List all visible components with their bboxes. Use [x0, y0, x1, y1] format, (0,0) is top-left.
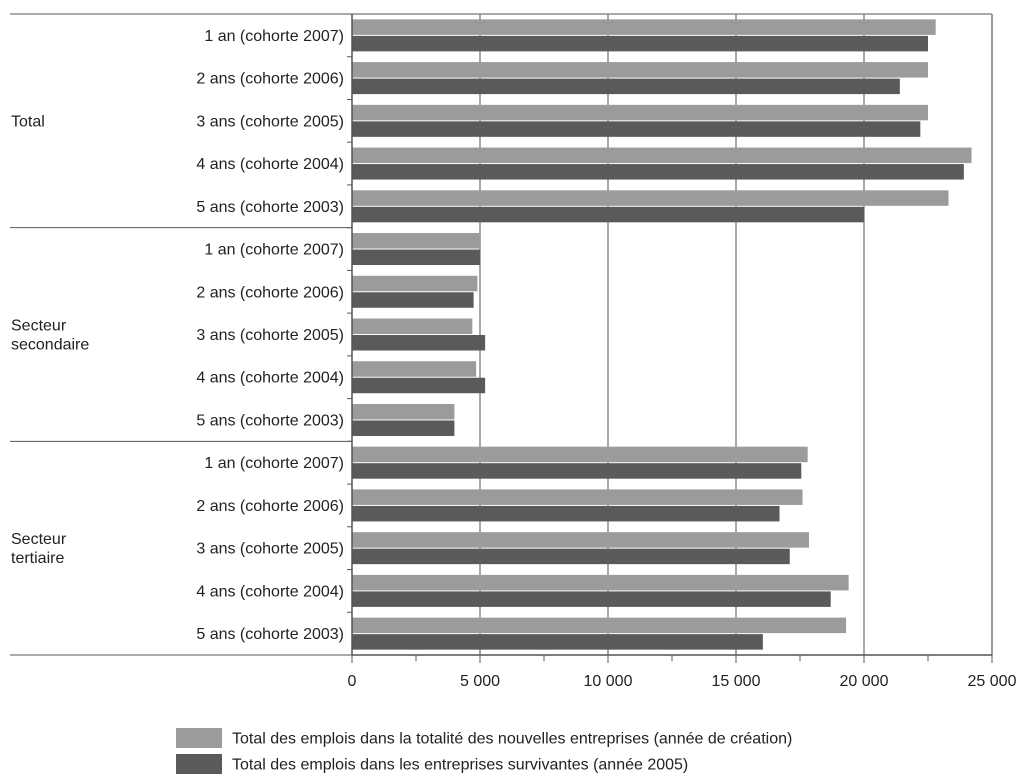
bar — [352, 233, 480, 249]
x-tick-label: 25 000 — [968, 673, 1017, 690]
group-label: secondaire — [11, 337, 89, 354]
x-tick-label: 0 — [348, 673, 357, 690]
bar — [352, 489, 803, 505]
legend-label: Total des emplois dans la totalité des n… — [232, 731, 792, 748]
bar — [352, 574, 849, 591]
category-label: 4 ans (cohorte 2004) — [196, 370, 344, 387]
group-label: Total — [11, 113, 45, 130]
bar — [352, 62, 928, 78]
category-label: 2 ans (cohorte 2006) — [196, 71, 344, 88]
bar — [352, 420, 455, 436]
category-label: 5 ans (cohorte 2003) — [196, 199, 344, 216]
bar — [352, 446, 808, 463]
group-label: tertiaire — [11, 550, 64, 567]
bar — [352, 505, 780, 522]
bar — [352, 403, 455, 420]
bar — [352, 377, 486, 394]
bar — [352, 190, 949, 206]
group-label: Secteur — [11, 531, 67, 548]
bar — [352, 335, 486, 351]
bar — [352, 292, 474, 308]
bar — [352, 591, 831, 607]
x-tick-label: 10 000 — [584, 673, 633, 690]
category-label: 3 ans (cohorte 2005) — [196, 541, 344, 558]
bar — [352, 318, 473, 334]
bar — [352, 532, 809, 548]
legend-label: Total des emplois dans les entreprises s… — [232, 757, 688, 774]
category-label: 2 ans (cohorte 2006) — [196, 284, 344, 301]
group-label: Secteur — [11, 318, 67, 335]
x-tick-label: 15 000 — [712, 673, 761, 690]
category-label: 3 ans (cohorte 2005) — [196, 327, 344, 344]
bar — [352, 548, 790, 565]
bar — [352, 121, 921, 137]
category-label: 5 ans (cohorte 2003) — [196, 626, 344, 643]
bar — [352, 19, 936, 35]
bar — [352, 249, 480, 266]
bar — [352, 617, 847, 634]
category-label: 1 an (cohorte 2007) — [204, 28, 344, 45]
category-label: 1 an (cohorte 2007) — [204, 455, 344, 472]
bar — [352, 164, 964, 180]
category-label: 5 ans (cohorte 2003) — [196, 412, 344, 429]
bar — [352, 361, 477, 377]
x-tick-label: 20 000 — [840, 673, 889, 690]
category-label: 3 ans (cohorte 2005) — [196, 113, 344, 130]
category-label: 2 ans (cohorte 2006) — [196, 498, 344, 515]
category-label: 4 ans (cohorte 2004) — [196, 583, 344, 600]
legend-swatch — [176, 754, 222, 774]
bar — [352, 275, 478, 292]
bar — [352, 78, 900, 95]
bar — [352, 206, 864, 223]
bar — [352, 634, 763, 650]
category-label: 4 ans (cohorte 2004) — [196, 156, 344, 173]
category-label: 1 an (cohorte 2007) — [204, 242, 344, 259]
x-tick-label: 5 000 — [460, 673, 500, 690]
bar — [352, 147, 972, 164]
bar — [352, 35, 928, 52]
bar — [352, 463, 802, 479]
legend-swatch — [176, 728, 222, 748]
bar — [352, 104, 928, 121]
